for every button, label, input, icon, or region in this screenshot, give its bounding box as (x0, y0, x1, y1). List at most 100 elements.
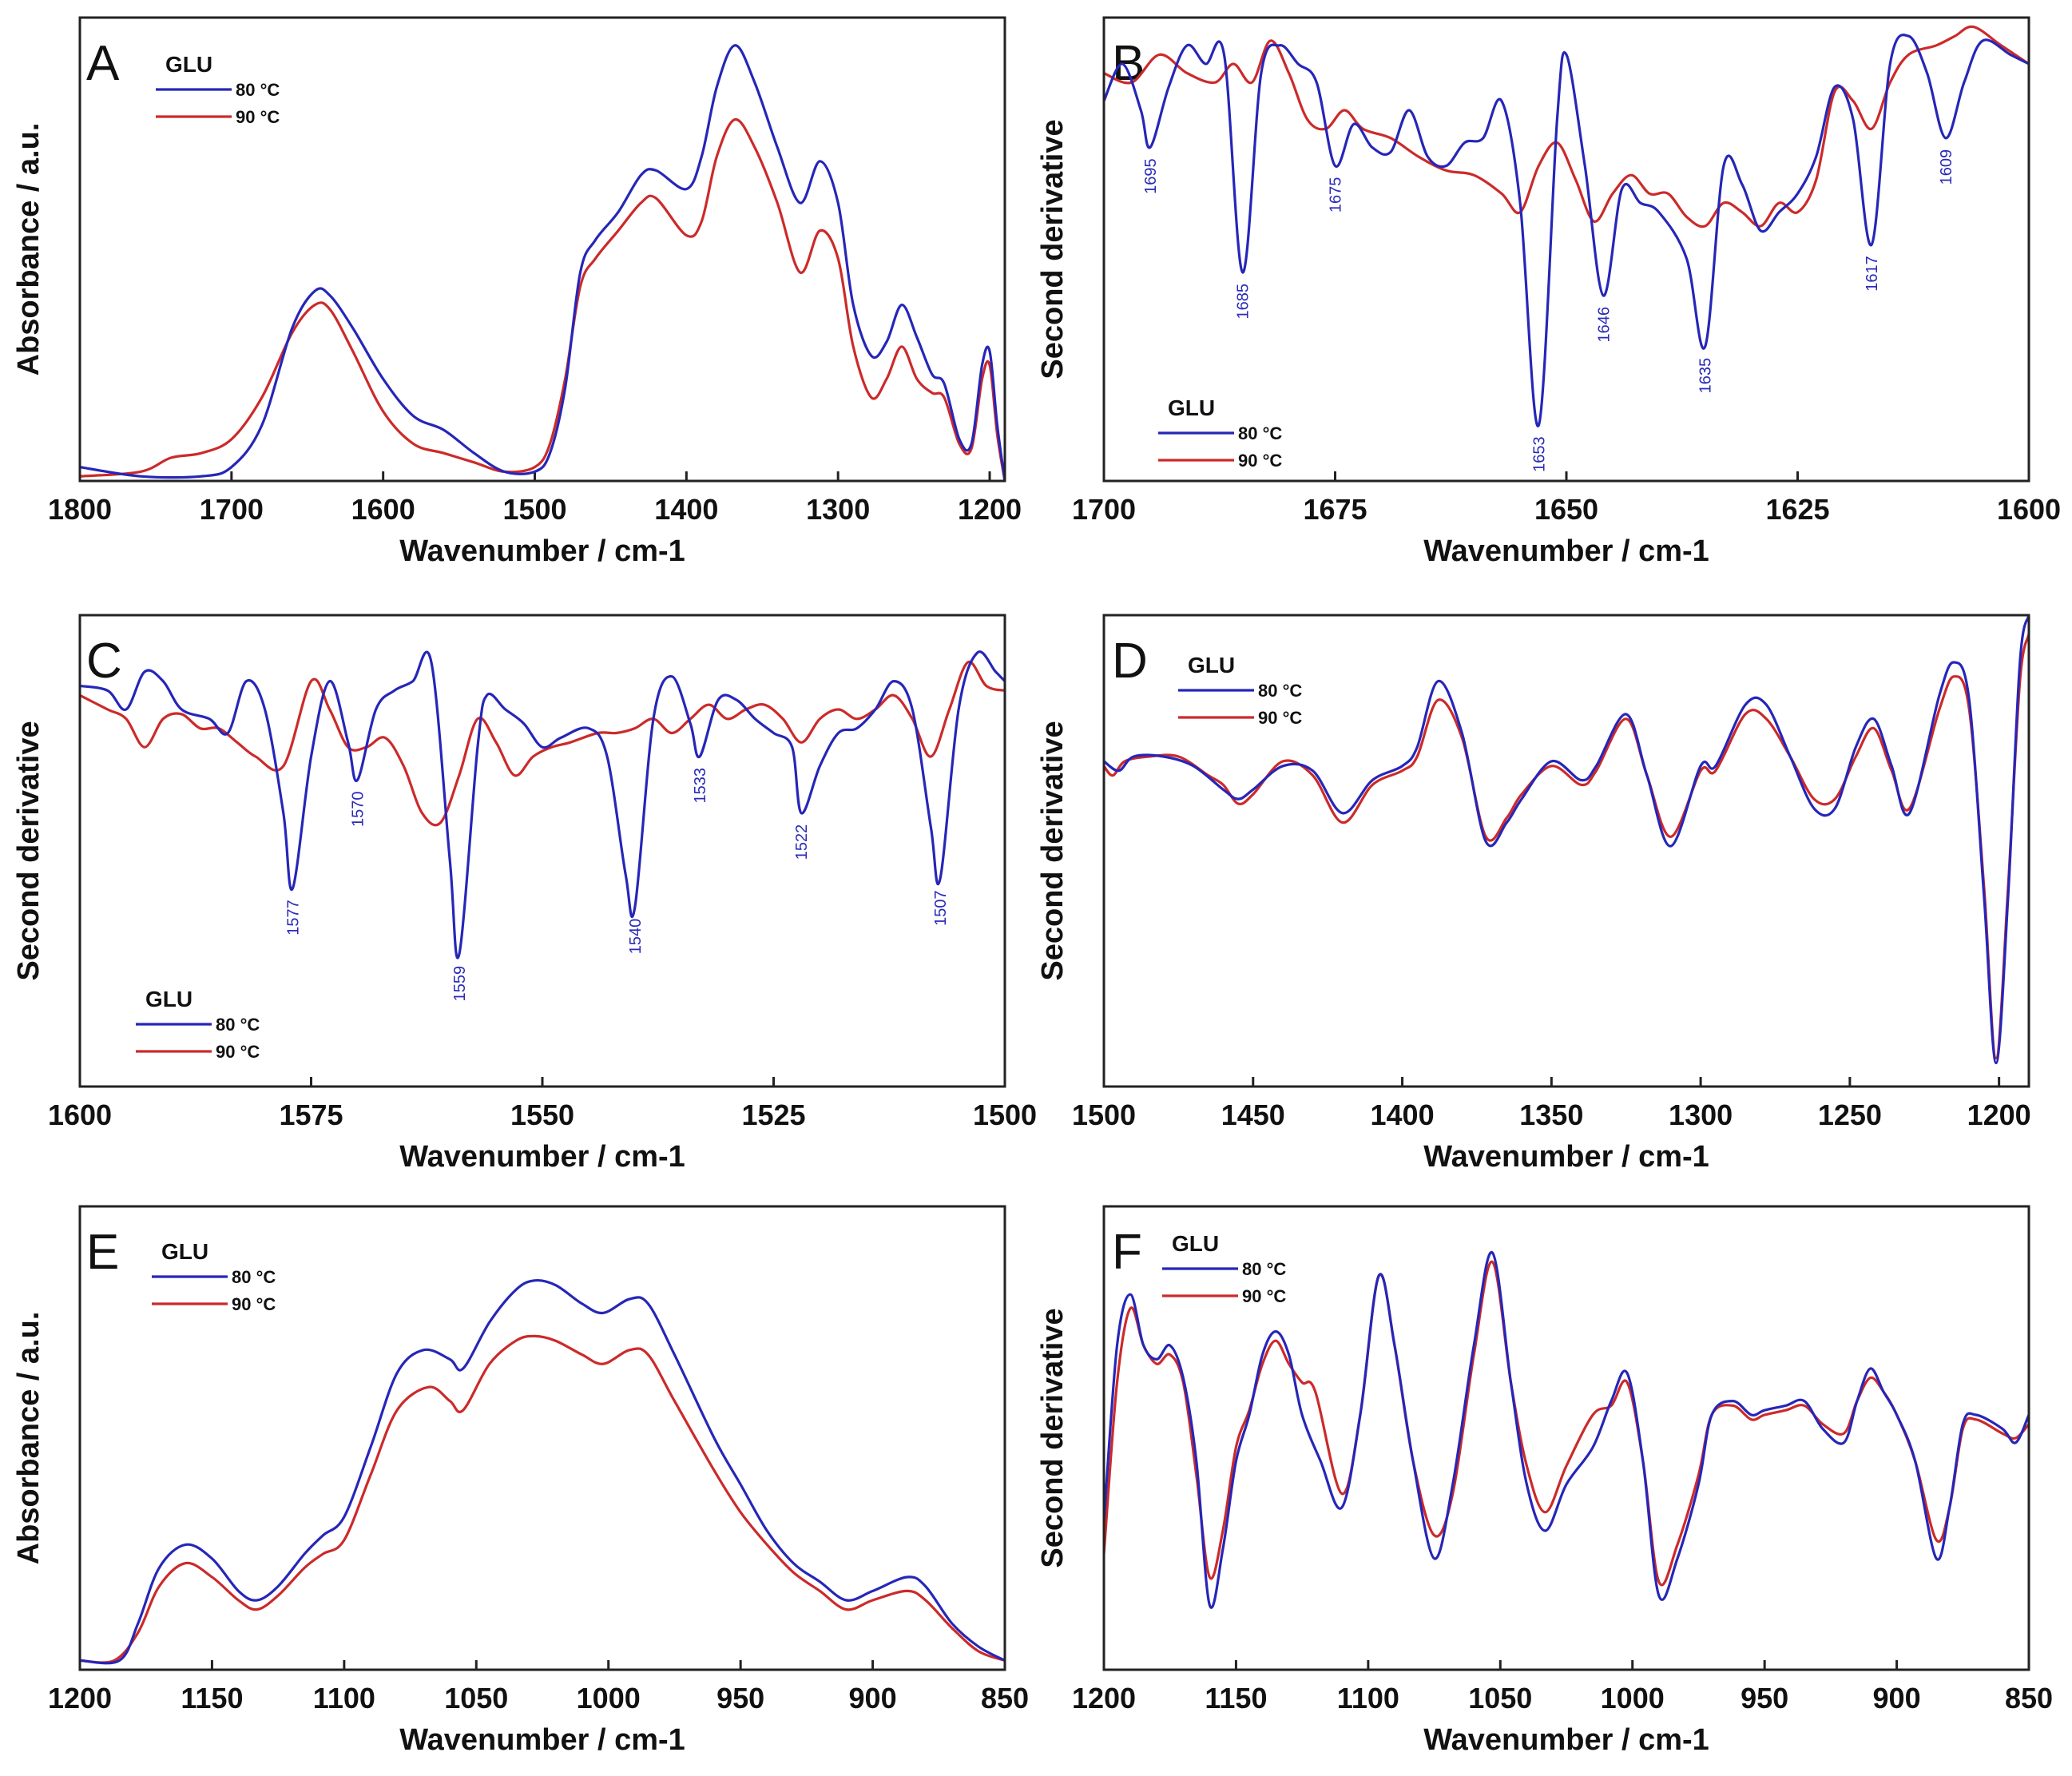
peak-label: 1653 (1530, 436, 1548, 472)
legend-label-80c: 80 °C (1242, 1259, 1286, 1279)
y-axis-title: Second derivative (1036, 721, 1070, 980)
x-tick-label: 1600 (48, 1099, 112, 1131)
series-line-90c (1105, 1260, 2028, 1587)
series-line-80c (81, 44, 1004, 480)
plot-frame (78, 16, 1006, 483)
x-tick-label: 1350 (1519, 1099, 1583, 1131)
legend: GLU 80 °C 90 °C (1178, 653, 1302, 728)
legend-title: GLU (1168, 395, 1215, 420)
legend: GLU 80 °C 90 °C (1158, 395, 1282, 471)
x-tick-label: 1150 (1205, 1682, 1267, 1714)
peak-label: 1533 (692, 768, 709, 804)
peak-label: 1559 (451, 966, 469, 1002)
legend-title: GLU (1188, 653, 1235, 677)
y-axis-title: Second derivative (12, 721, 46, 980)
legend-label-90c: 90 °C (216, 1042, 260, 1062)
x-tick-label: 1200 (48, 1682, 112, 1714)
legend-label-90c: 90 °C (232, 1294, 276, 1314)
legend-label-80c: 80 °C (1238, 423, 1282, 443)
x-axis-title: Wavenumber / cm-1 (399, 1723, 685, 1757)
x-tick-label: 1450 (1221, 1099, 1285, 1131)
x-tick-label: 1625 (1765, 493, 1829, 526)
x-tick-label: 950 (1741, 1682, 1788, 1714)
panel-letter: E (86, 1225, 119, 1280)
legend-label-90c: 90 °C (1258, 708, 1302, 728)
x-tick-label: 1250 (1818, 1099, 1882, 1131)
plot-frame (1102, 614, 2030, 1088)
panel-letter: A (86, 36, 120, 91)
x-tick-label: 1650 (1534, 493, 1598, 526)
legend-title: GLU (145, 987, 193, 1011)
panel-letter: C (86, 634, 122, 689)
peak-label: 1522 (793, 824, 811, 860)
series-line-90c (81, 1334, 1004, 1664)
x-tick-label: 1700 (200, 493, 264, 526)
plot-frame (1102, 1205, 2030, 1671)
series-line-90c (81, 661, 1004, 827)
panel-letter: F (1112, 1225, 1142, 1280)
legend-title: GLU (1172, 1231, 1219, 1256)
x-tick-label: 1500 (1072, 1099, 1136, 1131)
peak-label: 1609 (1938, 149, 1955, 185)
peak-label: 1507 (932, 890, 950, 926)
panel-a: 1800 1700 1600 1500 1400 1300 1200 Wavenumber /… (12, 16, 1022, 568)
panel-letter: D (1112, 634, 1148, 689)
series-line-80c (1105, 1251, 2028, 1609)
series-line-80c (1105, 616, 2028, 1065)
x-tick-label: 1200 (1072, 1682, 1136, 1714)
x-tick-label: 1000 (577, 1682, 641, 1714)
series-line-80c (1105, 34, 2028, 427)
series-line-90c (81, 117, 1004, 480)
peak-label: 1635 (1697, 358, 1715, 394)
x-tick-label: 850 (981, 1682, 1029, 1714)
x-tick-label: 1150 (181, 1682, 243, 1714)
x-tick-label: 1200 (1967, 1099, 2031, 1131)
x-tick-label: 1300 (806, 493, 870, 526)
x-axis-title: Wavenumber / cm-1 (399, 1140, 685, 1174)
x-tick-label: 1675 (1303, 493, 1367, 526)
legend-label-90c: 90 °C (236, 107, 280, 127)
x-axis-title: Wavenumber / cm-1 (1423, 534, 1709, 568)
series-line-80c (81, 650, 1004, 960)
panel-b: 1700 1675 1650 1625 1600 Wavenumber / cm-1 Sec… (1036, 16, 2061, 568)
x-tick-label: 1550 (510, 1099, 574, 1131)
legend-label-80c: 80 °C (1258, 681, 1302, 701)
x-tick-label: 1100 (1337, 1682, 1399, 1714)
x-tick-label: 1100 (313, 1682, 375, 1714)
plot-frame (1102, 16, 2030, 483)
x-tick-label: 1200 (958, 493, 1022, 526)
y-axis-title: Absorbance / a.u. (12, 123, 46, 376)
legend: GLU 80 °C 90 °C (136, 987, 260, 1062)
x-tick-label: 900 (1873, 1682, 1921, 1714)
legend-title: GLU (165, 52, 212, 77)
legend-label-80c: 80 °C (216, 1015, 260, 1035)
series-line-80c (81, 1278, 1004, 1665)
peak-label: 1685 (1235, 284, 1252, 320)
peak-label: 1675 (1328, 177, 1345, 213)
series-line-90c (1105, 25, 2028, 228)
peak-label: 1570 (349, 792, 367, 828)
x-axis-title: Wavenumber / cm-1 (1423, 1140, 1709, 1174)
legend-label-80c: 80 °C (236, 80, 280, 100)
y-axis-title: Absorbance / a.u. (12, 1312, 46, 1565)
legend: GLU 80 °C 90 °C (1162, 1231, 1286, 1306)
x-tick-label: 1050 (1468, 1682, 1532, 1714)
x-tick-label: 1000 (1601, 1682, 1665, 1714)
panel-d: 1500 1450 1400 1350 1300 1250 1200 Wavenumber /… (1036, 614, 2031, 1174)
y-axis-title: Second derivative (1036, 1308, 1070, 1567)
x-tick-label: 1500 (973, 1099, 1037, 1131)
x-tick-label: 1050 (444, 1682, 508, 1714)
x-tick-label: 1600 (351, 493, 415, 526)
x-tick-label: 850 (2005, 1682, 2053, 1714)
series-line-90c (1105, 634, 2028, 1060)
x-tick-label: 1575 (279, 1099, 343, 1131)
legend-label-90c: 90 °C (1238, 451, 1282, 471)
peak-label: 1577 (284, 900, 302, 936)
legend: GLU 80 °C 90 °C (156, 52, 280, 127)
x-tick-label: 1800 (48, 493, 112, 526)
legend-title: GLU (161, 1239, 208, 1264)
peak-label: 1646 (1595, 307, 1613, 343)
legend: GLU 80 °C 90 °C (152, 1239, 276, 1314)
x-axis-title: Wavenumber / cm-1 (1423, 1723, 1709, 1757)
x-tick-label: 1300 (1669, 1099, 1733, 1131)
